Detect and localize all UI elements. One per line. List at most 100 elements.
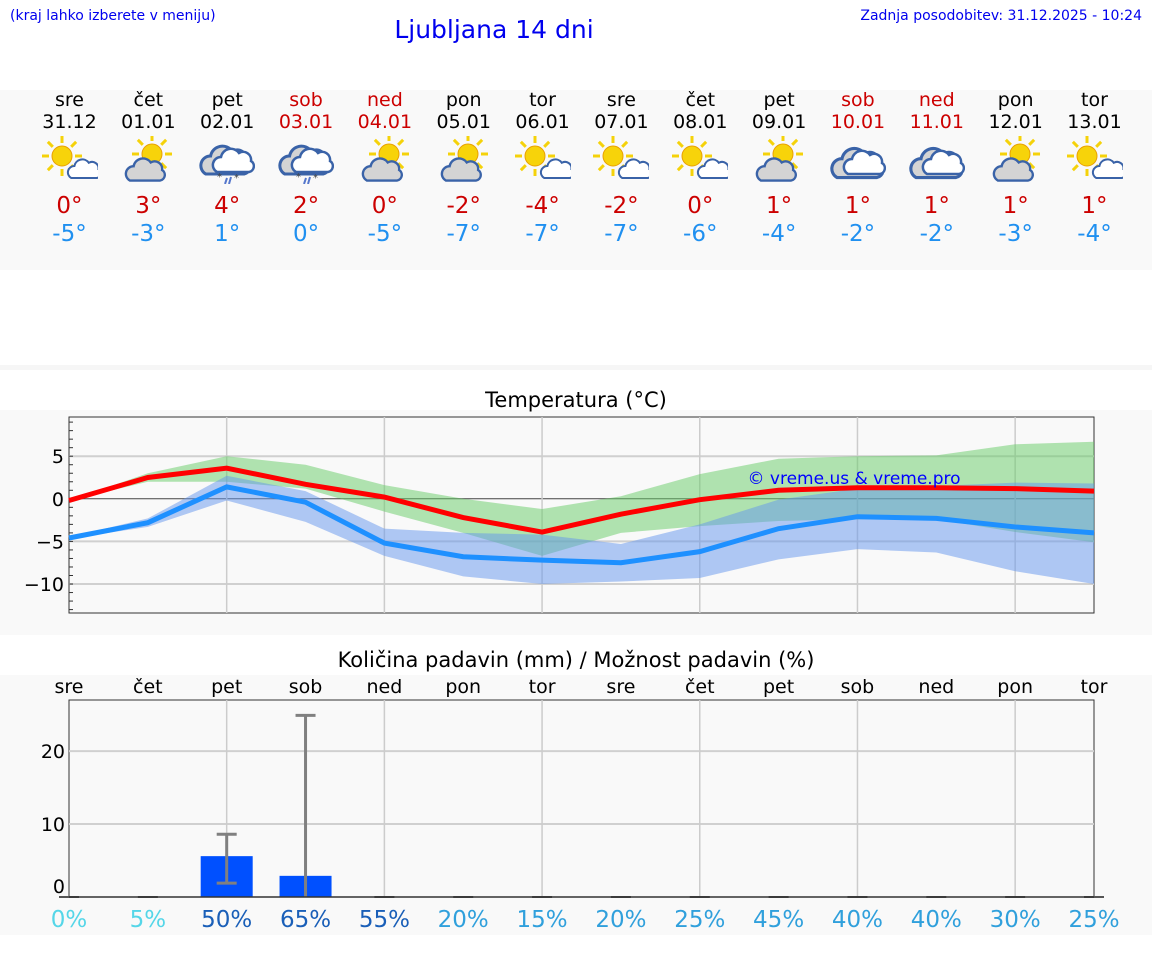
min-temp: -5° xyxy=(367,221,403,247)
day-label: čet xyxy=(685,676,715,698)
precip-probability: 40% xyxy=(911,907,962,933)
max-temp: 0° xyxy=(687,193,714,219)
day-date: 12.01 xyxy=(988,111,1043,133)
sun-small-cloud-icon xyxy=(593,136,650,180)
max-temp: 1° xyxy=(1002,193,1029,219)
partly-cloudy-icon xyxy=(361,136,409,182)
day-date: 31.12 xyxy=(42,111,97,133)
max-range-band xyxy=(69,441,1094,556)
precip-probability: 5% xyxy=(130,907,167,933)
forecast-day: pon 05.01 -2° -7° xyxy=(424,90,503,248)
day-name: pon xyxy=(997,89,1034,111)
day-label: ned xyxy=(366,676,402,698)
cloud-sleet-icon: * * xyxy=(278,144,335,184)
day-name: sre xyxy=(55,89,84,111)
min-temp: -5° xyxy=(52,221,87,247)
y-tick-label: 10 xyxy=(41,814,65,836)
day-name: ned xyxy=(366,89,403,111)
day-label: sob xyxy=(841,676,875,698)
day-name: ned xyxy=(918,89,955,111)
min-temp: -7° xyxy=(525,221,560,247)
forecast-day: čet 08.01 0° -6° xyxy=(661,90,740,248)
forecast-day: sob 10.01 1° -2° xyxy=(818,90,897,248)
svg-text:*: * xyxy=(313,173,318,184)
precip-probability: 40% xyxy=(832,907,883,933)
day-label: sre xyxy=(55,676,84,698)
max-temp: -2° xyxy=(604,193,639,219)
day-name: tor xyxy=(1081,89,1108,111)
day-name: pet xyxy=(211,89,243,111)
max-temp: 4° xyxy=(214,193,241,219)
y-tick-label: 20 xyxy=(41,741,65,763)
forecast-day: pon 12.01 1° -3° xyxy=(976,90,1055,248)
partly-cloudy-icon xyxy=(440,136,488,182)
sun-small-cloud-icon xyxy=(672,136,729,180)
precip-probability: 55% xyxy=(359,907,410,933)
day-date: 07.01 xyxy=(594,111,649,133)
min-temp: -7° xyxy=(446,221,481,247)
y-tick-label: 0 xyxy=(52,489,64,511)
precip-probability: 50% xyxy=(201,907,252,933)
min-temp: -7° xyxy=(604,221,639,247)
max-temp: 0° xyxy=(56,193,83,219)
svg-text:*: * xyxy=(296,172,301,183)
precip-probability: 65% xyxy=(280,907,331,933)
partly-cloudy-icon xyxy=(755,136,804,182)
day-date: 02.01 xyxy=(199,111,255,133)
max-temp: 3° xyxy=(135,193,162,219)
day-name: tor xyxy=(529,89,556,111)
cloudy-icon xyxy=(909,146,965,180)
day-name: pon xyxy=(445,89,482,111)
min-temp: -3° xyxy=(131,221,166,247)
forecast-day: sre 07.01 -2° -7° xyxy=(582,90,661,248)
max-temp: 1° xyxy=(923,193,950,219)
day-label: sre xyxy=(606,676,635,698)
day-name: čet xyxy=(685,89,716,111)
precip-probability: 30% xyxy=(990,907,1041,933)
min-temp: 0° xyxy=(292,221,320,247)
y-tick-label: −5 xyxy=(36,531,64,553)
day-label: pet xyxy=(763,676,794,698)
svg-text:*: * xyxy=(234,173,239,184)
max-temp: -4° xyxy=(525,193,560,219)
min-temp: -2° xyxy=(919,221,955,247)
min-temp-line xyxy=(68,484,1095,566)
min-temp: -3° xyxy=(998,221,1033,247)
day-date: 06.01 xyxy=(515,111,570,133)
day-date: 03.01 xyxy=(278,111,334,133)
max-temp: 1° xyxy=(766,193,793,219)
forecast-day: tor 06.01 -4° -7° xyxy=(503,90,582,248)
day-name: sre xyxy=(606,89,636,111)
day-label: tor xyxy=(1081,676,1108,698)
precip-probability: 0% xyxy=(51,907,88,933)
max-temp: 1° xyxy=(1081,193,1108,219)
watermark: © vreme.us & vreme.pro xyxy=(747,469,960,489)
precip-probability: 45% xyxy=(753,907,804,933)
cloudy-icon xyxy=(830,146,886,180)
y-tick-label: 0 xyxy=(53,876,65,898)
min-temp: -6° xyxy=(683,221,718,247)
min-range-band xyxy=(69,475,1094,585)
divider xyxy=(0,365,1152,370)
day-label: čet xyxy=(133,676,163,698)
day-date: 10.01 xyxy=(830,111,886,133)
y-tick-label: −10 xyxy=(24,574,64,596)
day-date: 01.01 xyxy=(121,111,176,133)
max-temp: -2° xyxy=(446,193,481,219)
day-label: ned xyxy=(918,676,954,698)
partly-cloudy-icon xyxy=(125,136,173,182)
day-date: 05.01 xyxy=(436,111,491,133)
precip-probability: 20% xyxy=(438,907,489,933)
day-label: tor xyxy=(529,676,556,698)
precip-probability: 25% xyxy=(1068,907,1119,933)
min-temp: 1° xyxy=(214,221,241,247)
day-label: sob xyxy=(289,676,323,698)
day-date: 04.01 xyxy=(357,111,413,133)
last-updated: Zadnja posodobitev: 31.12.2025 - 10:24 xyxy=(860,8,1142,24)
sun-small-cloud-icon xyxy=(1066,136,1123,180)
page-title: Ljubljana 14 dni xyxy=(394,15,594,44)
forecast-day: pet 09.01 1° -4° xyxy=(740,90,819,248)
max-temp: 2° xyxy=(292,193,320,219)
